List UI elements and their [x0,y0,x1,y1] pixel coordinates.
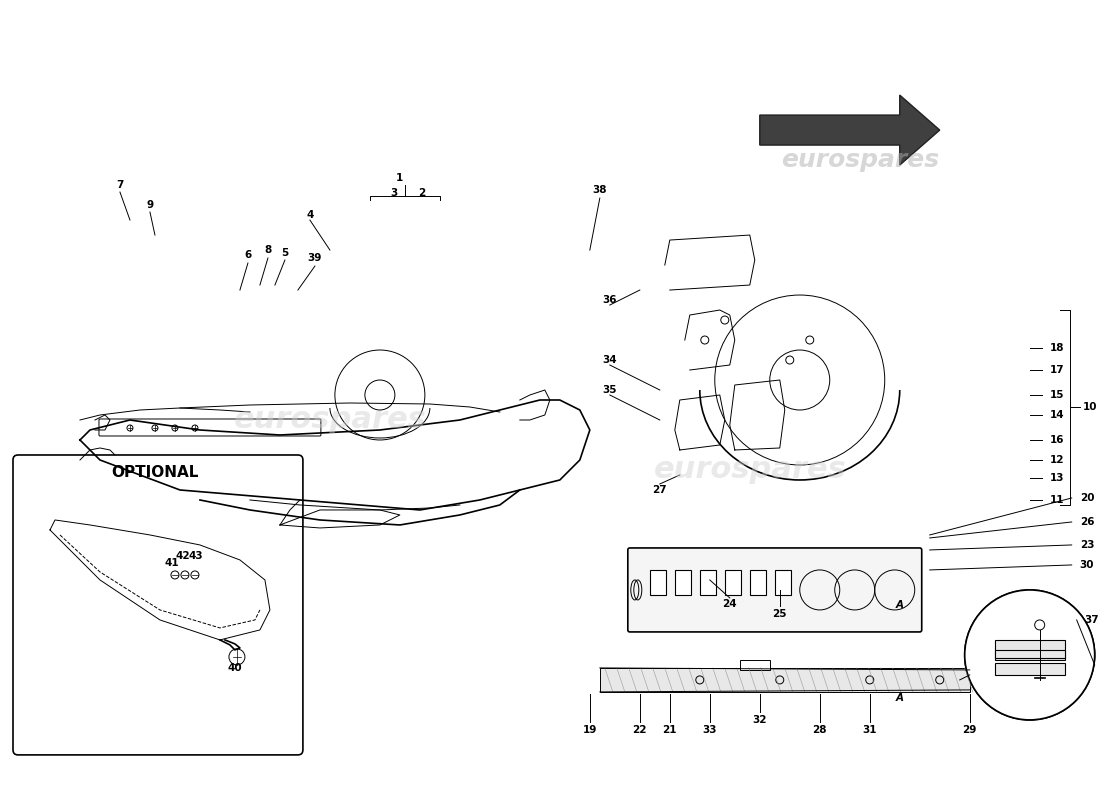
Text: 23: 23 [1080,540,1094,550]
FancyBboxPatch shape [628,548,922,632]
Circle shape [965,590,1094,720]
Text: 21: 21 [662,725,678,735]
Text: 15: 15 [1049,390,1064,400]
Text: 38: 38 [593,185,607,195]
Text: 37: 37 [1085,615,1099,625]
Text: eurospares: eurospares [781,148,938,172]
FancyBboxPatch shape [13,455,302,755]
Text: 22: 22 [632,725,647,735]
Bar [774,570,791,595]
Text: 4: 4 [306,210,313,220]
Bar [700,570,716,595]
Text: 26: 26 [1080,517,1094,527]
Bar [650,570,666,595]
Text: 11: 11 [1049,495,1064,505]
Text: 10: 10 [1082,402,1097,413]
Text: 9: 9 [146,200,154,210]
Text: 16: 16 [1049,435,1064,445]
Bar [994,650,1065,658]
Bar [725,570,740,595]
Text: 34: 34 [603,355,617,365]
Text: 36: 36 [603,295,617,305]
Text: 33: 33 [703,725,717,735]
Text: 41: 41 [165,558,179,568]
Text: 17: 17 [1049,365,1065,375]
Text: 12: 12 [1049,455,1064,465]
Text: 8: 8 [264,245,272,255]
Text: 7: 7 [117,180,123,190]
Text: 24: 24 [723,599,737,609]
Text: 18: 18 [1049,343,1064,353]
Text: A: A [895,693,904,703]
FancyBboxPatch shape [99,419,321,436]
Text: eurospares: eurospares [233,406,427,434]
Text: A: A [895,600,904,610]
Text: 28: 28 [813,725,827,735]
Text: 2: 2 [418,188,426,198]
Text: 14: 14 [1049,410,1065,420]
Text: 31: 31 [862,725,877,735]
Text: OPTIONAL: OPTIONAL [111,466,199,481]
Text: eurospares: eurospares [653,455,846,485]
Text: 27: 27 [652,485,667,495]
Text: 35: 35 [603,385,617,395]
Text: 1: 1 [396,173,404,183]
Bar [994,640,1065,660]
Text: 3: 3 [390,188,397,198]
Text: 32: 32 [752,715,767,725]
Text: 39: 39 [308,253,322,263]
Polygon shape [760,95,939,165]
Text: 6: 6 [244,250,252,260]
Text: 13: 13 [1049,473,1064,483]
Text: 30: 30 [1080,560,1094,570]
Bar [740,660,770,670]
Bar [674,570,691,595]
Text: 19: 19 [583,725,597,735]
Bar [750,570,766,595]
Text: 42: 42 [176,551,190,561]
Text: 29: 29 [962,725,977,735]
Bar [600,668,970,692]
Text: 43: 43 [188,551,204,561]
Text: 40: 40 [228,663,242,673]
Text: 5: 5 [282,248,288,258]
Text: 20: 20 [1080,493,1094,503]
Text: 25: 25 [772,609,786,619]
Bar [994,663,1065,675]
